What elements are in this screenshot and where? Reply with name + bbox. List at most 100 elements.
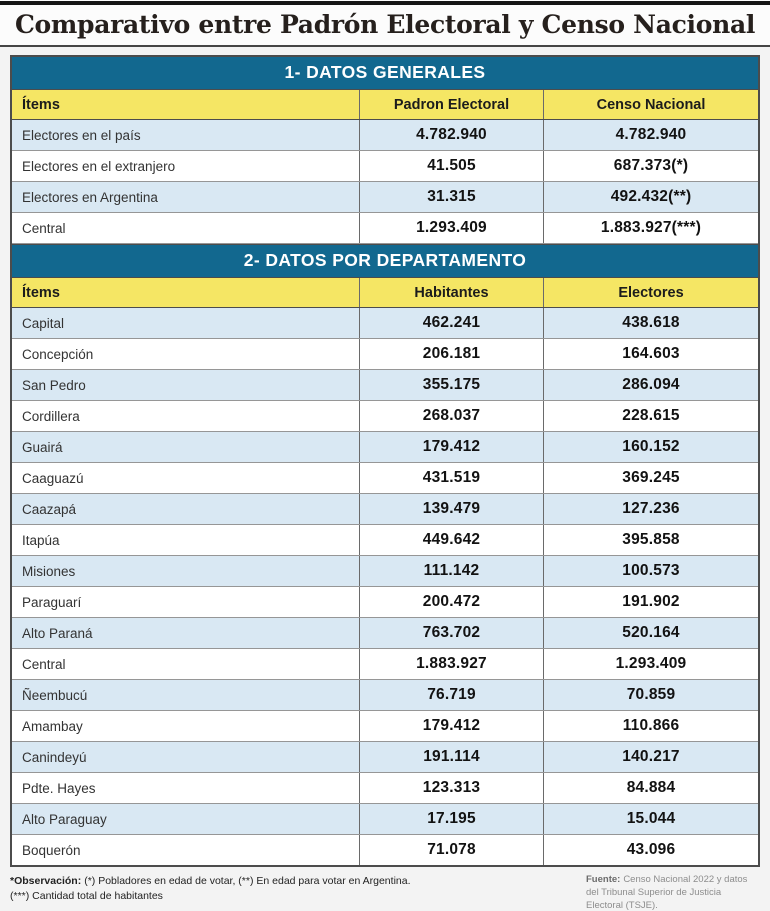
row-value: 191.902 (543, 587, 758, 618)
column-header: Censo Nacional (543, 90, 758, 120)
table-row: Paraguarí 200.472 191.902 (12, 587, 758, 619)
row-label: Central (22, 220, 66, 236)
table-row: Concepción 206.181 164.603 (12, 339, 758, 371)
column-header: Ítems (22, 96, 60, 113)
row-value: 76.719 (359, 680, 543, 711)
row-label: Itapúa (22, 532, 60, 548)
comparison-table: 1- DATOS GENERALES Ítems Padron Electoral C… (10, 55, 760, 868)
row-label: Electores en el extranjero (22, 158, 176, 174)
table-row: Misiones 111.142 100.573 (12, 556, 758, 588)
table-row: Capital 462.241 438.618 (12, 308, 758, 340)
row-value: 191.114 (359, 742, 543, 773)
masthead: Comparativo entre Padrón Electoral y Cen… (0, 0, 770, 48)
column-header: Habitantes (359, 278, 543, 308)
table-row: Alto Paraguay 17.195 15.044 (12, 804, 758, 836)
row-label: Alto Paraná (22, 625, 93, 641)
footnotes: *Observación: (*) Pobladores en edad de v… (0, 867, 770, 911)
row-value: 179.412 (359, 711, 543, 742)
table-row: Pdte. Hayes 123.313 84.884 (12, 773, 758, 805)
row-value: 492.432(**) (543, 182, 758, 213)
row-value: 140.217 (543, 742, 758, 773)
row-value: 70.859 (543, 680, 758, 711)
row-value: 41.505 (359, 151, 543, 182)
source-label: Fuente: (586, 874, 621, 886)
row-value: 200.472 (359, 587, 543, 618)
table-row: Electores en Argentina 31.315 492.432(**) (12, 182, 758, 214)
row-value: 123.313 (359, 773, 543, 804)
row-label: Alto Paraguay (22, 811, 107, 827)
row-label: Misiones (22, 563, 76, 579)
observation-line1: *Observación: (*) Pobladores en edad de v… (10, 874, 411, 889)
table-row: Guairá 179.412 160.152 (12, 432, 758, 464)
row-label: Caaguazú (22, 470, 84, 486)
row-value: 355.175 (359, 370, 543, 401)
row-label: Paraguarí (22, 594, 82, 610)
row-value: 286.094 (543, 370, 758, 401)
column-header-row: Ítems Habitantes Electores (12, 277, 758, 309)
row-value: 520.164 (543, 618, 758, 649)
row-value: 17.195 (359, 804, 543, 835)
page-title: Comparativo entre Padrón Electoral y Cen… (14, 10, 756, 39)
row-value: 100.573 (543, 556, 758, 587)
section-heading: 2- DATOS POR DEPARTAMENTO (12, 244, 758, 278)
row-value: 1.883.927 (359, 649, 543, 680)
row-value: 71.078 (359, 835, 543, 866)
row-value: 179.412 (359, 432, 543, 463)
table-row: Caazapá 139.479 127.236 (12, 494, 758, 526)
row-label: Concepción (22, 346, 94, 362)
row-value: 110.866 (543, 711, 758, 742)
row-label: Central (22, 656, 66, 672)
row-value: 369.245 (543, 463, 758, 494)
row-label: Boquerón (22, 842, 81, 858)
row-value: 687.373(*) (543, 151, 758, 182)
row-label: Caazapá (22, 501, 77, 517)
row-label: Ñeembucú (22, 687, 88, 703)
row-value: 31.315 (359, 182, 543, 213)
row-label: Electores en el país (22, 127, 141, 143)
table-row: Cordillera 268.037 228.615 (12, 401, 758, 433)
row-label: Pdte. Hayes (22, 780, 96, 796)
table-row: Alto Paraná 763.702 520.164 (12, 618, 758, 650)
table-row: Boquerón 71.078 43.096 (12, 835, 758, 866)
row-value: 228.615 (543, 401, 758, 432)
table-row: Itapúa 449.642 395.858 (12, 525, 758, 557)
row-value: 84.884 (543, 773, 758, 804)
row-label: Guairá (22, 439, 63, 455)
title-rule (0, 45, 770, 48)
column-header: Ítems (22, 284, 60, 301)
table-row: Ñeembucú 76.719 70.859 (12, 680, 758, 712)
table-row: Central 1.293.409 1.883.927(***) (12, 213, 758, 245)
observation-line2: (***) Cantidad total de habitantes (10, 889, 163, 902)
row-value: 4.782.940 (359, 120, 543, 151)
row-label: Electores en Argentina (22, 189, 158, 205)
source-note: Fuente: Censo Nacional 2022 y datos del T… (586, 874, 758, 911)
row-value: 1.883.927(***) (543, 213, 758, 244)
row-label: San Pedro (22, 377, 86, 393)
observation-note: *Observación: (*) Pobladores en edad de v… (10, 874, 411, 903)
row-value: 462.241 (359, 308, 543, 339)
table-row: Amambay 179.412 110.866 (12, 711, 758, 743)
row-value: 1.293.409 (359, 213, 543, 244)
top-rule (0, 1, 770, 5)
row-value: 127.236 (543, 494, 758, 525)
observation-text: (*) Pobladores en edad de votar, (**) En… (84, 875, 411, 888)
column-header: Padron Electoral (359, 90, 543, 120)
row-value: 164.603 (543, 339, 758, 370)
row-value: 268.037 (359, 401, 543, 432)
table-row: San Pedro 355.175 286.094 (12, 370, 758, 402)
row-label: Canindeyú (22, 749, 87, 765)
column-header: Electores (543, 278, 758, 308)
table-row: Central 1.883.927 1.293.409 (12, 649, 758, 681)
row-label: Cordillera (22, 408, 80, 424)
row-value: 431.519 (359, 463, 543, 494)
row-value: 43.096 (543, 835, 758, 866)
row-value: 139.479 (359, 494, 543, 525)
table-row: Electores en el país 4.782.940 4.782.940 (12, 120, 758, 152)
row-label: Amambay (22, 718, 83, 734)
section-heading: 1- DATOS GENERALES (12, 57, 758, 90)
row-label: Capital (22, 315, 65, 331)
row-value: 395.858 (543, 525, 758, 556)
row-value: 763.702 (359, 618, 543, 649)
table-row: Electores en el extranjero 41.505 687.373(… (12, 151, 758, 183)
